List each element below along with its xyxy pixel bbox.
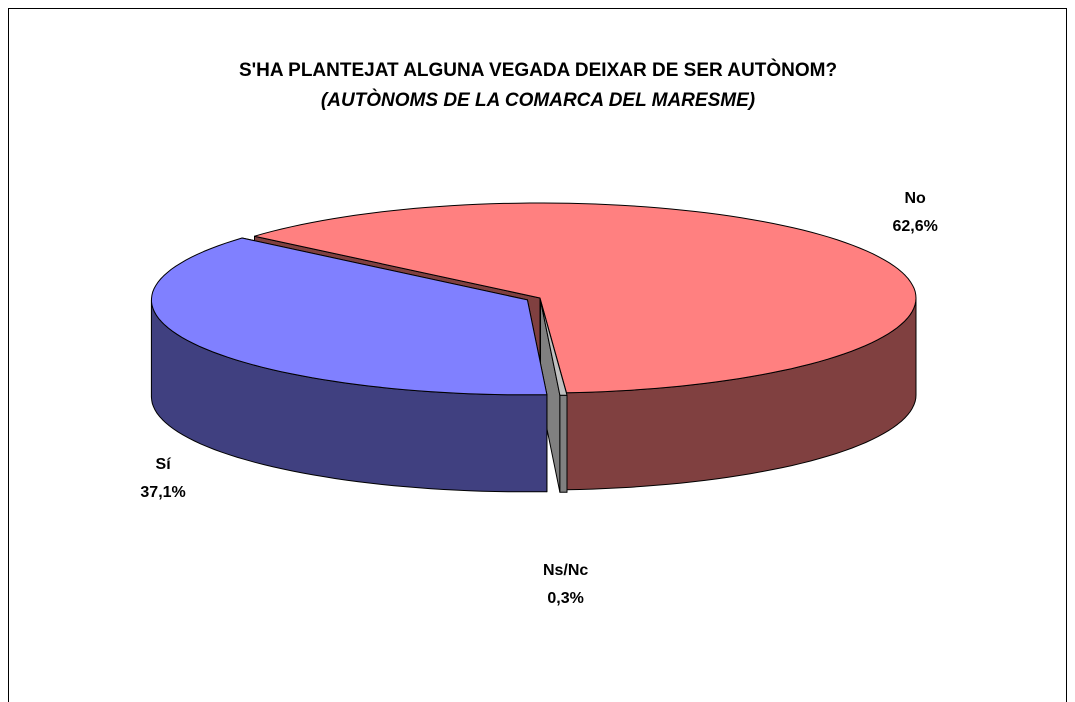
slice-top: [151, 237, 548, 396]
chart-title: S'HA PLANTEJAT ALGUNA VEGADA DEIXAR DE S…: [239, 59, 837, 81]
slice-value-label: 0,3%: [547, 590, 583, 607]
slice-label: Ns/Nc: [543, 562, 588, 579]
slice-top: [540, 299, 568, 396]
slice-side: [559, 394, 568, 493]
slice-top: [254, 202, 917, 394]
slice-value-label: 62,6%: [892, 218, 937, 235]
slice-label: Sí: [156, 456, 172, 473]
chart-subtitle: (AUTÒNOMS DE LA COMARCA DEL MARESME): [321, 89, 755, 111]
slice-label: No: [904, 190, 926, 207]
slice-value-label: 37,1%: [140, 484, 185, 501]
